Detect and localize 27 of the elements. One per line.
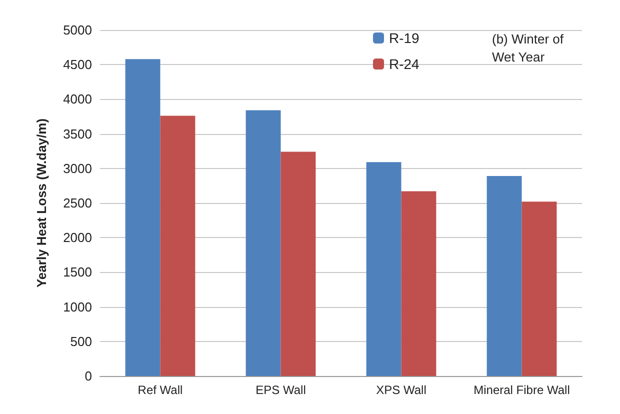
bar	[125, 59, 160, 376]
legend-label: R-24	[389, 56, 420, 72]
annotation: (b) Winter of Wet Year	[492, 32, 568, 64]
y-tick-label: 1000	[63, 299, 92, 314]
y-tick-label: 3500	[63, 126, 92, 142]
y-tick-label: 4500	[63, 57, 92, 72]
y-tick-label: 500	[70, 334, 92, 349]
x-tick-label: Ref Wall	[138, 383, 183, 397]
bar	[246, 110, 281, 376]
y-axis-title: Yearly Heat Loss (W.day/m)	[34, 118, 49, 288]
y-tick-label: 5000	[63, 22, 92, 38]
bar	[522, 202, 557, 376]
y-tick-label: 2000	[63, 230, 92, 246]
y-tick-label: 3000	[63, 160, 92, 176]
y-tick-label: 0	[84, 368, 92, 384]
y-tick-label: 2500	[63, 196, 92, 210]
bar	[486, 176, 522, 376]
bar	[366, 162, 402, 376]
x-tick-label: XPS Wall	[376, 383, 426, 397]
bar	[280, 152, 316, 376]
bar	[160, 116, 196, 376]
bar	[401, 191, 436, 376]
y-tick-label: 1500	[63, 264, 92, 280]
x-tick-label: EPS Wall	[256, 383, 306, 397]
legend-label: R-19	[389, 30, 420, 46]
y-tick-label: 4000	[63, 92, 92, 107]
x-tick-label: Mineral Fibre Wall	[474, 383, 570, 397]
